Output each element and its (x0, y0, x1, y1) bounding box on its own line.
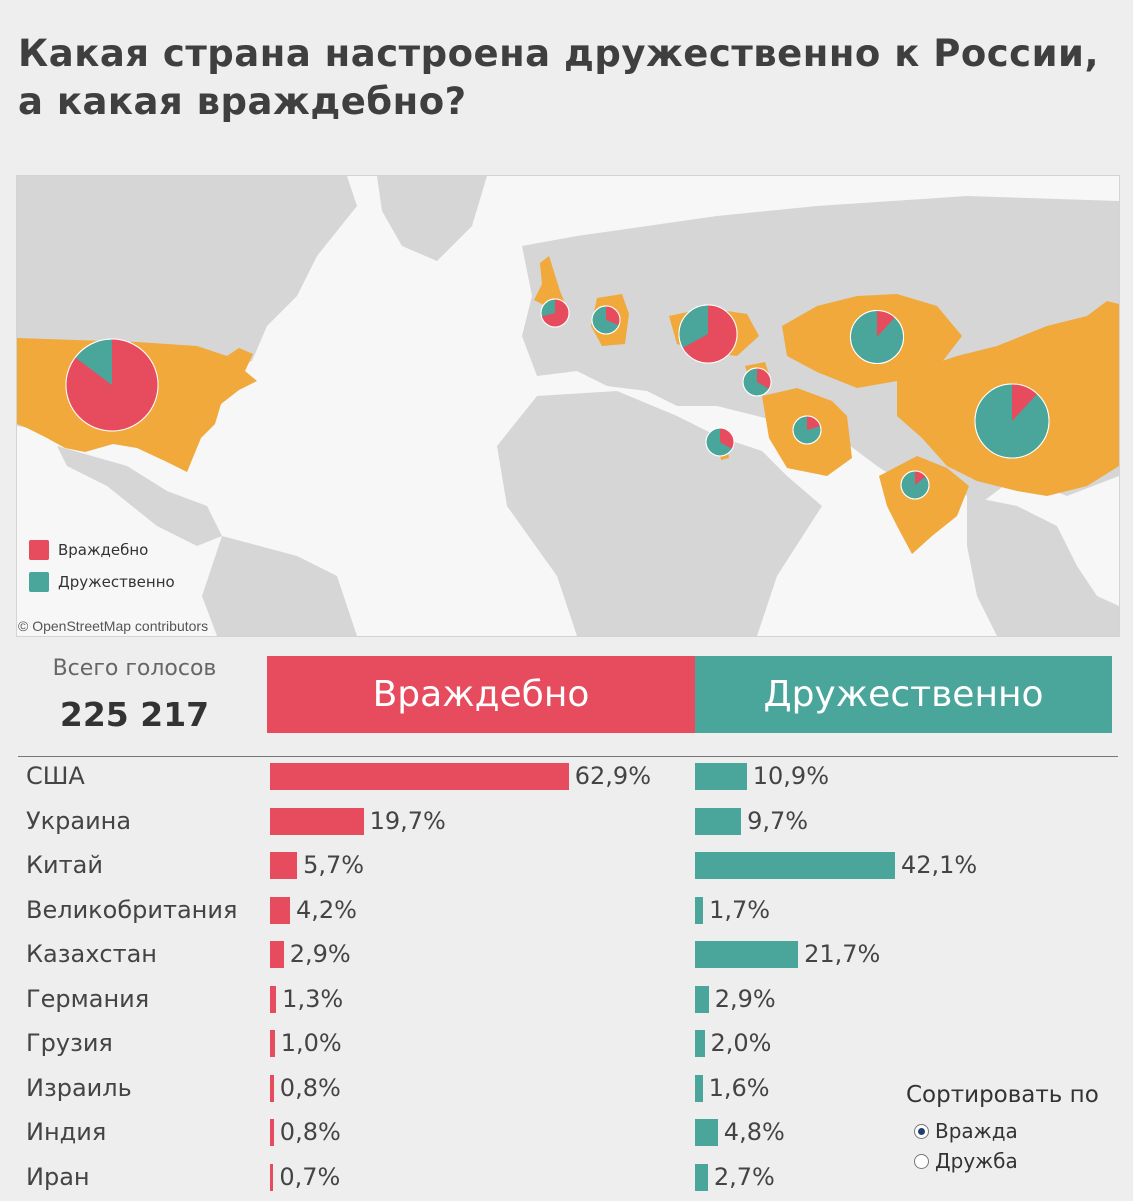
friendly-value-label: 1,6% (709, 1074, 770, 1102)
friendly-bar[interactable] (695, 986, 709, 1013)
table-row: Китай 5,7% 42,1% (0, 845, 1133, 890)
pie-marker[interactable] (66, 339, 158, 431)
hostile-value-label: 0,8% (280, 1118, 341, 1146)
southeast-asia-land (967, 496, 1119, 636)
friendly-value-label: 2,0% (711, 1029, 772, 1057)
table-row: Казахстан 2,9% 21,7% (0, 934, 1133, 979)
map-credit[interactable]: © OpenStreetMap contributors (18, 618, 208, 634)
friendly-value-label: 1,7% (709, 896, 770, 924)
country-label: Украина (26, 807, 131, 835)
hostile-bar[interactable] (270, 986, 276, 1013)
pie-marker[interactable] (975, 384, 1049, 458)
total-votes: Всего голосов 225 217 (22, 652, 247, 740)
pie-marker[interactable] (706, 428, 734, 456)
friendly-value-label: 9,7% (747, 807, 808, 835)
hostile-value-label: 4,2% (296, 896, 357, 924)
legend-swatch-friendly (29, 572, 49, 592)
hostile-value-label: 0,7% (279, 1163, 340, 1191)
friendly-value-label: 2,9% (715, 985, 776, 1013)
total-votes-label: Всего голосов (22, 652, 247, 686)
hostile-bar[interactable] (270, 941, 284, 968)
pie-marker[interactable] (592, 306, 620, 334)
pie-marker[interactable] (679, 305, 737, 363)
pie-marker[interactable] (850, 310, 903, 363)
hostile-bar[interactable] (270, 1075, 274, 1102)
country-label: Китай (26, 851, 103, 879)
title-line-2: а какая враждебно? (18, 78, 1118, 126)
hostile-bar[interactable] (270, 852, 297, 879)
map-legend: Враждебно Дружественно (29, 534, 175, 598)
hostile-value-label: 2,9% (290, 940, 351, 968)
legend-label-friendly: Дружественно (58, 573, 175, 591)
hostile-bar[interactable] (270, 763, 569, 790)
total-votes-value: 225 217 (22, 690, 247, 740)
legend-item-hostile[interactable]: Враждебно (29, 534, 175, 566)
friendly-value-label: 21,7% (804, 940, 880, 968)
hostile-value-label: 62,9% (575, 762, 651, 790)
pie-marker[interactable] (743, 368, 771, 396)
hostile-value-label: 5,7% (303, 851, 364, 879)
hostile-bar[interactable] (270, 808, 364, 835)
country-label: Израиль (26, 1074, 132, 1102)
friendly-bar[interactable] (695, 852, 895, 879)
hostile-bar[interactable] (270, 1030, 275, 1057)
country-label: Грузия (26, 1029, 113, 1057)
table-row: Грузия 1,0% 2,0% (0, 1023, 1133, 1068)
radio-hostility[interactable] (914, 1124, 929, 1139)
south-america-land (202, 536, 357, 636)
friendly-bar[interactable] (695, 1164, 708, 1191)
world-map[interactable]: Враждебно Дружественно © OpenStreetMap c… (16, 175, 1120, 637)
friendly-value-label: 4,8% (724, 1118, 785, 1146)
radio-friendship[interactable] (914, 1154, 929, 1169)
friendly-bar[interactable] (695, 1075, 703, 1102)
country-label: Германия (26, 985, 149, 1013)
legend-item-friendly[interactable]: Дружественно (29, 566, 175, 598)
country-label: Иран (26, 1163, 90, 1191)
country-label: США (26, 762, 85, 790)
title-line-1: Какая страна настроена дружественно к Ро… (18, 30, 1118, 78)
friendly-bar[interactable] (695, 897, 703, 924)
sort-option-friendship-label: Дружба (935, 1149, 1018, 1173)
sort-option-hostility[interactable]: Вражда (914, 1116, 1099, 1146)
friendly-header[interactable]: Дружественно (695, 656, 1112, 733)
friendly-value-label: 42,1% (901, 851, 977, 879)
sort-option-hostility-label: Вражда (935, 1119, 1018, 1143)
country-label: Казахстан (26, 940, 157, 968)
friendly-bar[interactable] (695, 763, 747, 790)
friendly-bar[interactable] (695, 941, 798, 968)
hostile-value-label: 1,3% (282, 985, 343, 1013)
sort-option-friendship[interactable]: Дружба (914, 1146, 1099, 1176)
pie-marker[interactable] (541, 299, 569, 327)
table-row: США 62,9% 10,9% (0, 756, 1133, 801)
map-canvas (17, 176, 1119, 636)
legend-label-hostile: Враждебно (58, 541, 148, 559)
hostile-value-label: 1,0% (281, 1029, 342, 1057)
friendly-bar[interactable] (695, 808, 741, 835)
hostile-header[interactable]: Враждебно (267, 656, 695, 733)
legend-swatch-hostile (29, 540, 49, 560)
sort-control: Сортировать по Вражда Дружба (906, 1082, 1099, 1176)
table-row: Великобритания 4,2% 1,7% (0, 890, 1133, 935)
central-america-land (57, 446, 222, 546)
pie-marker[interactable] (793, 416, 821, 444)
hostile-bar[interactable] (270, 1164, 273, 1191)
friendly-bar[interactable] (695, 1119, 718, 1146)
hostile-value-label: 19,7% (370, 807, 446, 835)
country-label: Великобритания (26, 896, 237, 924)
pie-marker[interactable] (901, 471, 929, 499)
page-title: Какая страна настроена дружественно к Ро… (18, 30, 1118, 126)
country-label: Индия (26, 1118, 106, 1146)
friendly-value-label: 2,7% (714, 1163, 775, 1191)
table-row: Германия 1,3% 2,9% (0, 979, 1133, 1024)
friendly-value-label: 10,9% (753, 762, 829, 790)
sort-title: Сортировать по (906, 1082, 1099, 1108)
greenland-land (377, 176, 487, 261)
hostile-bar[interactable] (270, 1119, 274, 1146)
hostile-bar[interactable] (270, 897, 290, 924)
friendly-bar[interactable] (695, 1030, 705, 1057)
hostile-value-label: 0,8% (280, 1074, 341, 1102)
table-row: Украина 19,7% 9,7% (0, 801, 1133, 846)
